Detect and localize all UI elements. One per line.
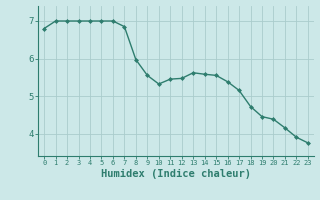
X-axis label: Humidex (Indice chaleur): Humidex (Indice chaleur)	[101, 169, 251, 179]
